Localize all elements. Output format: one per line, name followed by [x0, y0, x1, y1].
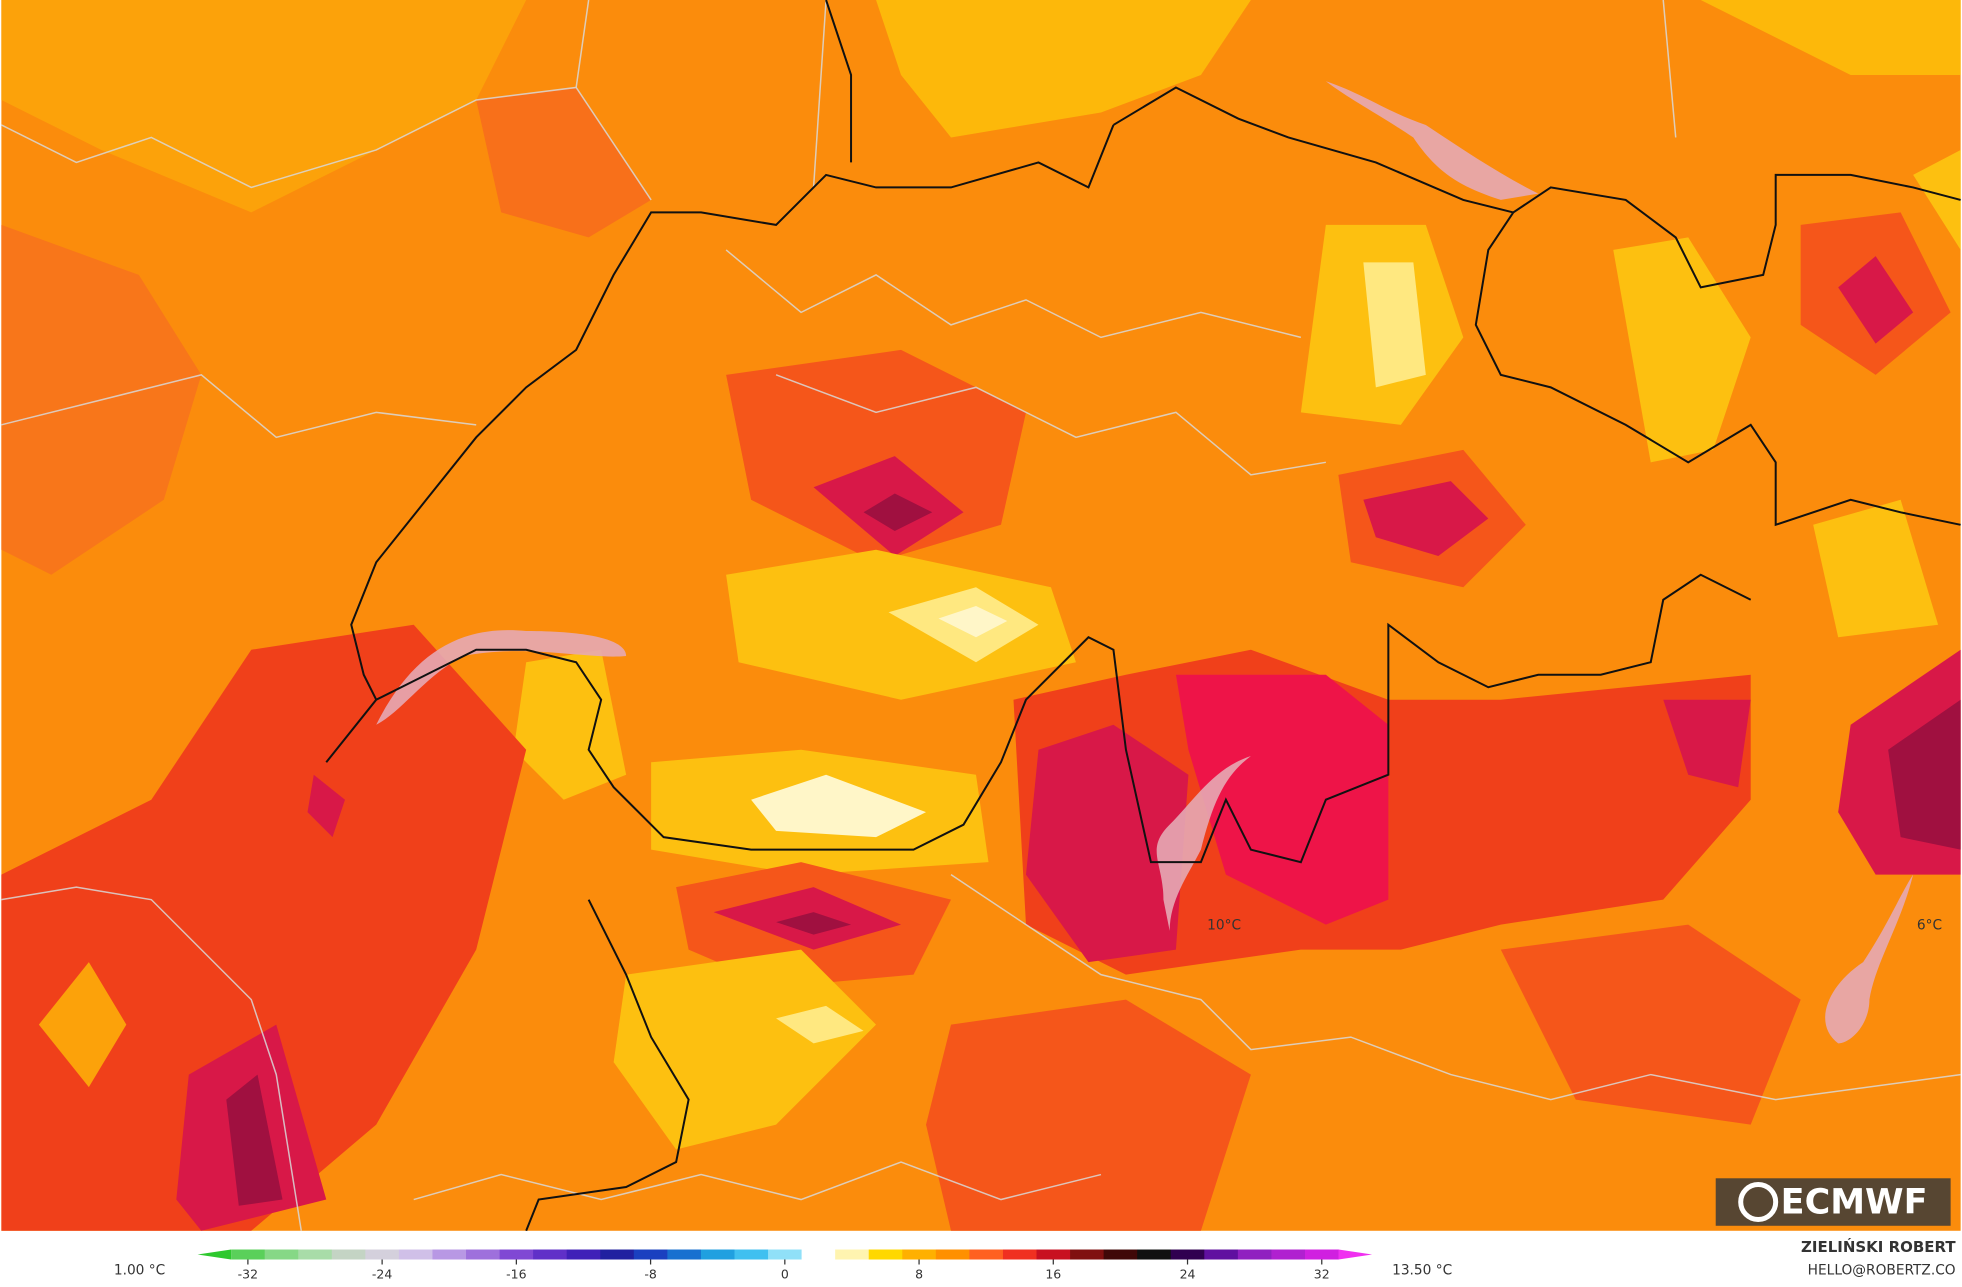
colorbar-tick-label: 8 — [915, 1266, 923, 1281]
colorbar-segment — [264, 1249, 299, 1260]
colorbar-tick-label: 0 — [781, 1266, 789, 1281]
colorbar-tick-label: 32 — [1314, 1266, 1330, 1281]
colorbar-tick-label: -24 — [372, 1266, 392, 1281]
colorbar-segment — [700, 1249, 735, 1260]
author: ZIELIŃSKI ROBERT — [1801, 1237, 1956, 1256]
logo-text: ECMWF — [1781, 1182, 1928, 1222]
min-label: 1.00 °C — [114, 1263, 165, 1279]
max-label: 13.50 °C — [1392, 1263, 1452, 1279]
colorbar-tick-label: 24 — [1180, 1266, 1196, 1281]
colorbar-segment — [600, 1249, 635, 1260]
colorbar-segment — [835, 1249, 870, 1260]
colorbar-segment — [298, 1249, 333, 1260]
colorbar-segment — [1103, 1249, 1138, 1260]
colorbar-segment — [365, 1249, 400, 1260]
lakes — [376, 81, 1914, 1044]
point-label: 10°C — [1207, 918, 1241, 934]
colorbar-segment — [1204, 1249, 1239, 1260]
colorbar-segment — [902, 1249, 937, 1260]
colorbar-segment — [398, 1249, 433, 1260]
colorbar-segment — [1036, 1249, 1071, 1260]
colorbar-tick-label: 16 — [1045, 1266, 1061, 1281]
colorbar-tick-label: -8 — [644, 1266, 657, 1281]
colorbar-segment — [499, 1249, 534, 1260]
colorbar-segment — [1070, 1249, 1105, 1260]
contact: HELLO@ROBERTZ.CO — [1808, 1263, 1956, 1279]
colorbar-segment — [935, 1249, 970, 1260]
colorbar-segment — [801, 1249, 836, 1260]
colorbar-segment — [533, 1249, 568, 1260]
legend: 1.00 °C 13.50 °C ZIELIŃSKI ROBERT HELLO@… — [114, 1237, 1957, 1281]
colorbar-segment — [633, 1249, 668, 1260]
colorbar-segment — [1237, 1249, 1272, 1260]
colorbar-segment — [1002, 1249, 1037, 1260]
colorbar-segment — [667, 1249, 702, 1260]
country-border — [325, 0, 1961, 1232]
colorbar-segment — [566, 1249, 601, 1260]
colorbar-segment — [1170, 1249, 1205, 1260]
colorbar-segment — [1271, 1249, 1306, 1260]
colorbar-tip — [197, 1249, 232, 1260]
colorbar-segment — [432, 1249, 467, 1260]
colorbar-segment — [969, 1249, 1004, 1260]
temperature-field — [1, 0, 1961, 1231]
colorbar-segment — [768, 1249, 802, 1260]
colorbar-segment — [1304, 1249, 1339, 1260]
colorbar-segment — [466, 1249, 500, 1260]
colorbar-tick-label: -32 — [238, 1266, 258, 1281]
colorbar-tip — [1338, 1249, 1373, 1260]
colorbar-segment — [734, 1249, 769, 1260]
colorbar-tick-label: -16 — [506, 1266, 526, 1281]
region-borders — [1, 0, 1961, 1231]
colorbar-segment — [1137, 1249, 1172, 1260]
ecmwf-logo: ECMWF — [1715, 1178, 1951, 1226]
map-labels: 10°C 6°C — [1207, 918, 1942, 934]
colorbar-segment — [231, 1249, 266, 1260]
colorbar-segment — [868, 1249, 903, 1260]
logo-icon — [1738, 1182, 1779, 1223]
colorbar-segment — [331, 1249, 366, 1260]
point-label: 6°C — [1917, 918, 1942, 934]
